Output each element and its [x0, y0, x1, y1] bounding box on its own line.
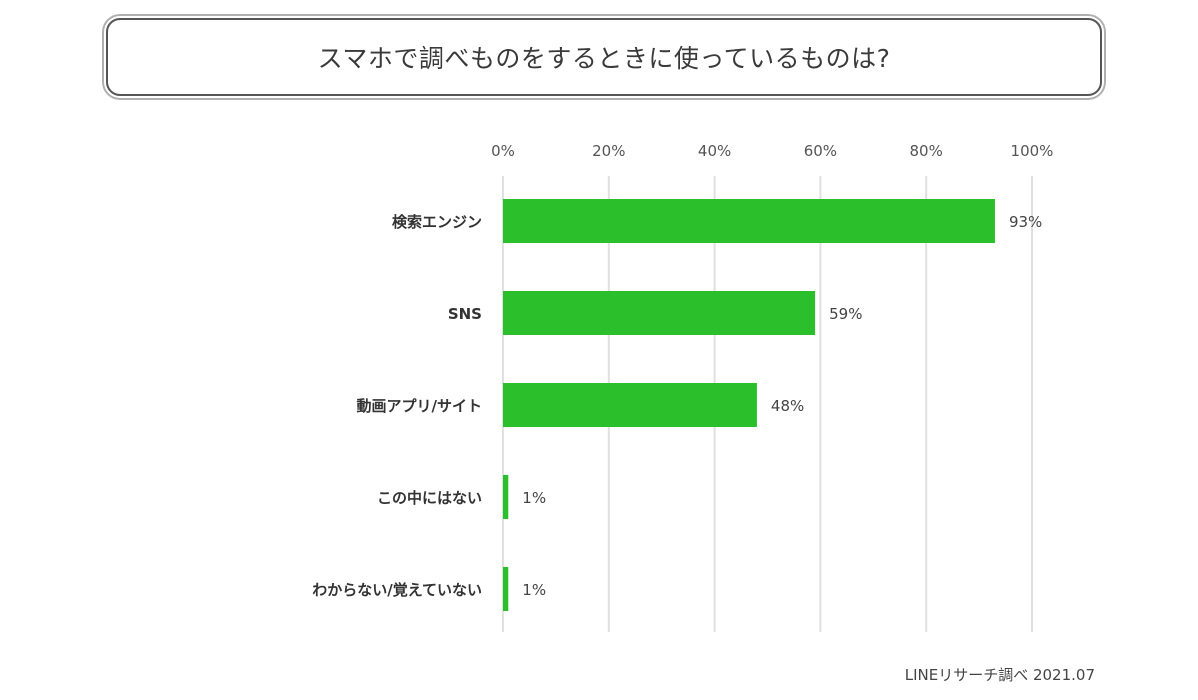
chart-title: スマホで調べものをするときに使っているものは? [317, 44, 891, 73]
x-tick-label: 40% [698, 142, 731, 160]
chart-title-box: スマホで調べものをするときに使っているものは? [106, 18, 1102, 96]
value-label: 1% [522, 581, 546, 599]
x-tick-label: 0% [491, 142, 515, 160]
category-label: 検索エンジン [392, 213, 482, 231]
category-label: 動画アプリ/サイト [357, 397, 482, 415]
x-tick-label: 20% [592, 142, 625, 160]
bar [503, 475, 509, 519]
value-label: 59% [829, 305, 862, 323]
bar [503, 567, 509, 611]
bar [503, 383, 757, 427]
bar [503, 291, 816, 335]
value-label: 48% [771, 397, 804, 415]
value-label: 1% [522, 489, 546, 507]
x-tick-label: 80% [910, 142, 943, 160]
source-note: LINEリサーチ調べ 2021.07 [904, 666, 1095, 684]
value-label: 93% [1009, 213, 1042, 231]
x-tick-label: 100% [1011, 142, 1054, 160]
category-label: この中にはない [377, 489, 482, 507]
bar [503, 199, 995, 243]
x-tick-label: 60% [804, 142, 837, 160]
category-label: SNS [448, 305, 482, 323]
category-label: わからない/覚えていない [312, 581, 482, 599]
